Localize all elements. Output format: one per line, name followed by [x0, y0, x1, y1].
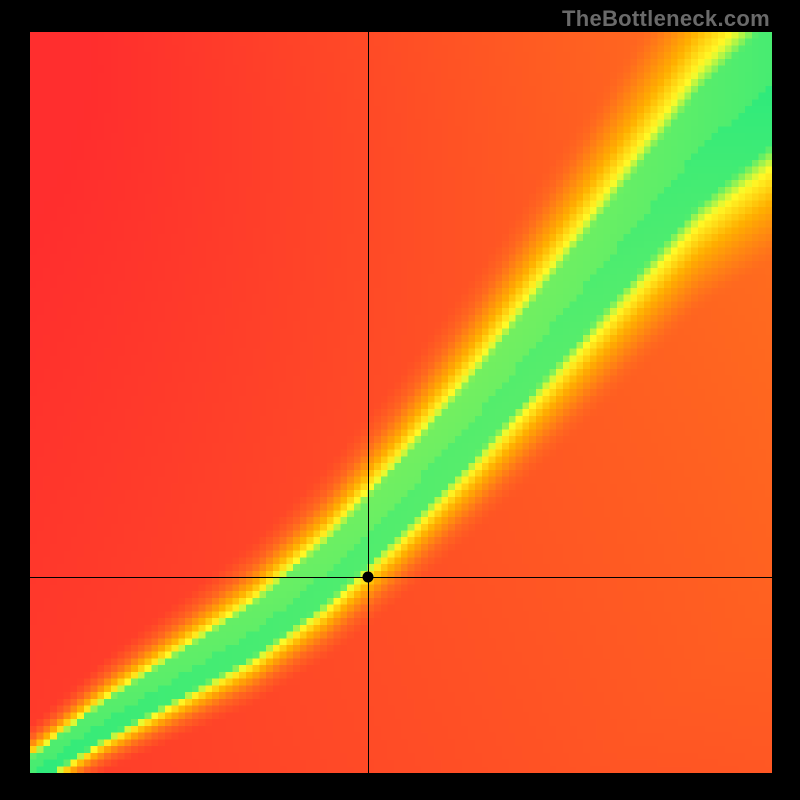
chart-container: TheBottleneck.com — [0, 0, 800, 800]
crosshair-horizontal — [30, 577, 772, 578]
crosshair-marker — [362, 571, 373, 582]
crosshair-vertical — [368, 32, 369, 773]
watermark-label: TheBottleneck.com — [562, 6, 770, 32]
heatmap-canvas — [30, 32, 772, 773]
